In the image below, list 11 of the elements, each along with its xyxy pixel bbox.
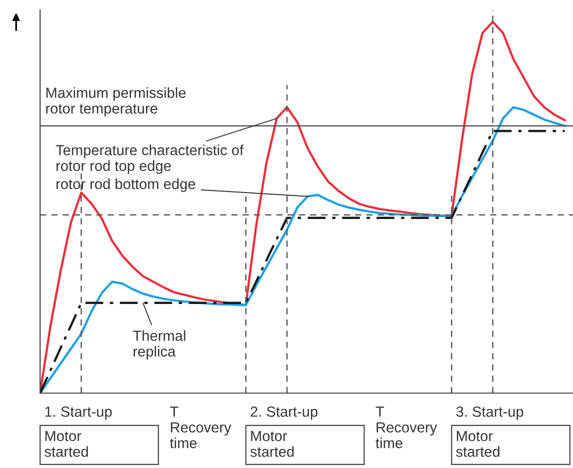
text: Motor started (44, 430, 88, 457)
annotation: Thermal replica (133, 330, 186, 360)
text: T Recovery time (376, 406, 438, 448)
text: Motor started (456, 430, 500, 457)
text: 3. Start-up (456, 406, 524, 420)
ref-line-label: Maximum permissible rotor temperature (46, 87, 186, 117)
text: 2. Start-up (250, 406, 318, 420)
text: T Recovery time (170, 406, 232, 448)
annotation: rotor rod bottom edge (56, 178, 196, 192)
text: 1. Start-up (45, 406, 112, 420)
text: Motor started (250, 430, 294, 457)
